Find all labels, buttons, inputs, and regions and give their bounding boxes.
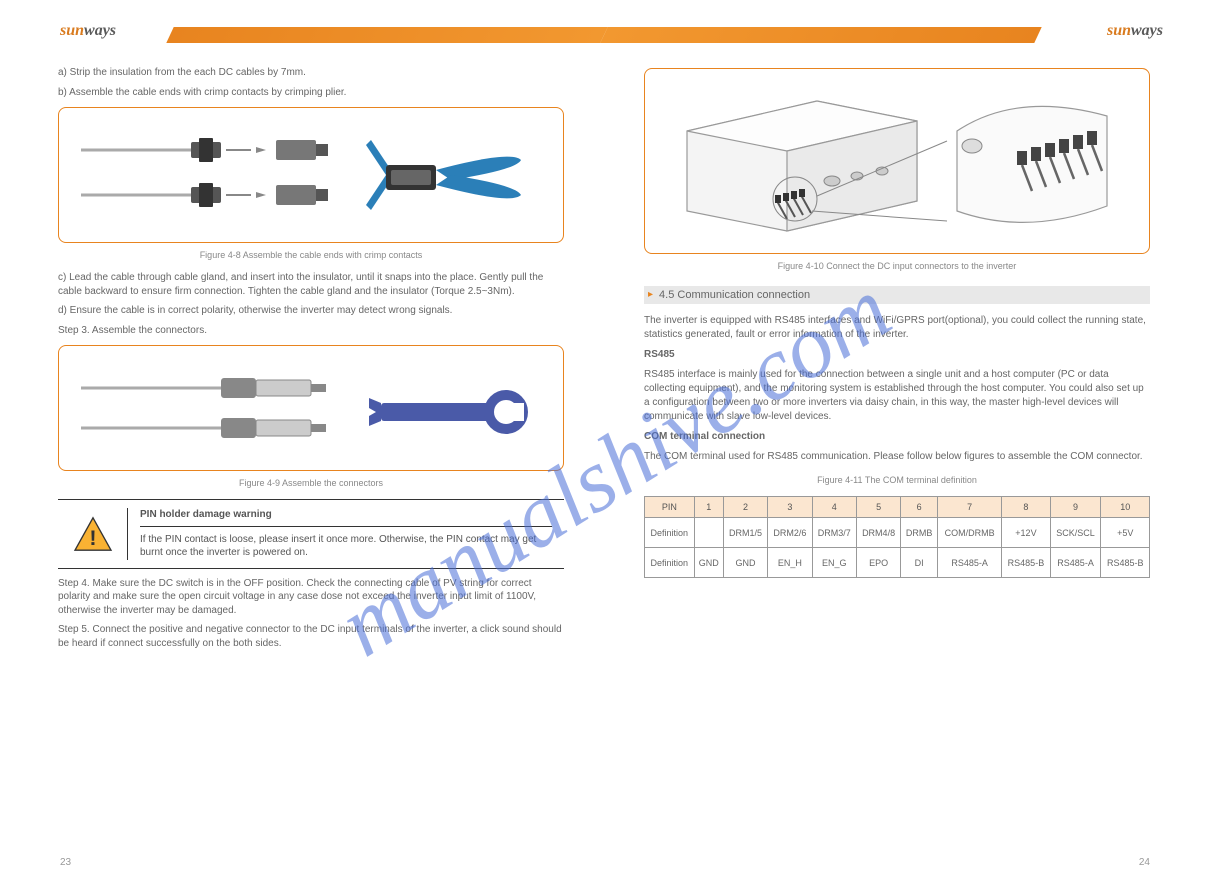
step-a: a) Strip the insulation from the each DC… xyxy=(58,66,564,80)
cell: RS485-A xyxy=(938,548,1002,578)
step-c: c) Lead the cable through cable gland, a… xyxy=(58,271,564,298)
cell: DRM2/6 xyxy=(768,518,812,548)
th-10: 10 xyxy=(1101,497,1150,518)
cell: DI xyxy=(901,548,938,578)
cell-label: Definition xyxy=(645,548,695,578)
cell: DRMB xyxy=(901,518,938,548)
pin-warning-table: ! PIN holder damage warning If the PIN c… xyxy=(58,499,564,569)
step-3: Step 3. Assemble the connectors. xyxy=(58,324,564,338)
th-9: 9 xyxy=(1050,497,1101,518)
svg-text:!: ! xyxy=(89,525,96,550)
th-6: 6 xyxy=(901,497,938,518)
step-b: b) Assemble the cable ends with crimp co… xyxy=(58,86,564,100)
pin-warning-title: PIN holder damage warning xyxy=(140,508,552,522)
figure-crimp xyxy=(58,107,564,243)
th-1: 1 xyxy=(694,497,723,518)
section-title: 4.5 Communication connection xyxy=(659,288,810,303)
com-terminal-table: PIN 1 2 3 4 5 6 7 8 9 10 Definition D xyxy=(644,496,1150,578)
warning-icon: ! xyxy=(73,516,113,552)
th-7: 7 xyxy=(938,497,1002,518)
wrench-illustration xyxy=(71,358,541,458)
step-5: Step 5. Connect the positive and negativ… xyxy=(58,623,564,650)
step-4: Step 4. Make sure the DC switch is in th… xyxy=(58,577,564,618)
cell: RS485-A xyxy=(1050,548,1101,578)
cell: GND xyxy=(723,548,767,578)
warning-icon-cell: ! xyxy=(58,508,128,560)
cell xyxy=(694,518,723,548)
step-d: d) Ensure the cable is in correct polari… xyxy=(58,304,564,318)
figure-a-caption: Figure 4-8 Assemble the cable ends with … xyxy=(58,249,564,261)
th-3: 3 xyxy=(768,497,812,518)
figure-wrench xyxy=(58,345,564,471)
page-right: sunways xyxy=(604,0,1208,893)
crimp-illustration xyxy=(71,120,541,230)
logo-ways: ways xyxy=(1131,22,1163,40)
cell: +12V xyxy=(1002,518,1050,548)
page-spread: sunways a) Strip the insulation from the… xyxy=(0,0,1208,893)
th-pin: PIN xyxy=(645,497,695,518)
cell: EN_G xyxy=(812,548,856,578)
figure-inverter xyxy=(644,68,1150,254)
rs485-text: RS485 interface is mainly used for the c… xyxy=(644,368,1150,424)
cell: +5V xyxy=(1101,518,1150,548)
com-text: The COM terminal used for RS485 communic… xyxy=(644,450,1150,464)
logo-ways: ways xyxy=(84,22,116,40)
th-5: 5 xyxy=(856,497,900,518)
table-row: Definition DRM1/5 DRM2/6 DRM3/7 DRM4/8 D… xyxy=(645,518,1150,548)
pin-warning-text: If the PIN contact is loose, please inse… xyxy=(140,526,552,560)
cell: SCK/SCL xyxy=(1050,518,1101,548)
com-title: COM terminal connection xyxy=(644,430,1150,444)
pin-warning-content: PIN holder damage warning If the PIN con… xyxy=(128,500,564,568)
cell: DRM4/8 xyxy=(856,518,900,548)
th-4: 4 xyxy=(812,497,856,518)
cell: EPO xyxy=(856,548,900,578)
right-content: Figure 4-10 Connect the DC input connect… xyxy=(644,60,1150,578)
left-content: a) Strip the insulation from the each DC… xyxy=(58,60,564,656)
figure-c-caption: Figure 4-10 Connect the DC input connect… xyxy=(644,260,1150,272)
cell: COM/DRMB xyxy=(938,518,1002,548)
page-number-left: 23 xyxy=(60,857,71,868)
para-intro: The inverter is equipped with RS485 inte… xyxy=(644,314,1150,342)
inverter-illustration xyxy=(657,81,1137,241)
brand-logo: sunways xyxy=(60,22,116,40)
page-number-right: 24 xyxy=(1139,857,1150,868)
cell: DRM3/7 xyxy=(812,518,856,548)
table-header-row: PIN 1 2 3 4 5 6 7 8 9 10 xyxy=(645,497,1150,518)
cell: RS485-B xyxy=(1101,548,1150,578)
brand-logo: sunways xyxy=(1107,22,1163,40)
cell-label: Definition xyxy=(645,518,695,548)
header-orange-bar xyxy=(600,27,1041,43)
th-2: 2 xyxy=(723,497,767,518)
cell: DRM1/5 xyxy=(723,518,767,548)
cell: GND xyxy=(694,548,723,578)
table-caption: Figure 4-11 The COM terminal definition xyxy=(644,474,1150,486)
logo-sun: sun xyxy=(1107,22,1131,40)
page-left: sunways a) Strip the insulation from the… xyxy=(0,0,604,893)
figure-b-caption: Figure 4-9 Assemble the connectors xyxy=(58,477,564,489)
logo-sun: sun xyxy=(60,22,84,40)
rs485-title: RS485 xyxy=(644,348,1150,362)
section-header: 4.5 Communication connection xyxy=(644,286,1150,304)
table-row: Definition GND GND EN_H EN_G EPO DI RS48… xyxy=(645,548,1150,578)
th-8: 8 xyxy=(1002,497,1050,518)
cell: EN_H xyxy=(768,548,812,578)
header-orange-bar xyxy=(166,27,607,43)
cell: RS485-B xyxy=(1002,548,1050,578)
